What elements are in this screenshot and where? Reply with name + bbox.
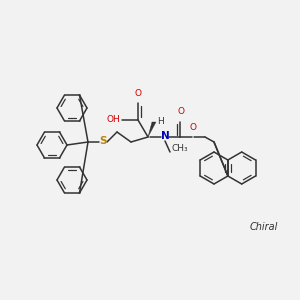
Text: O: O — [190, 123, 196, 132]
Text: CH₃: CH₃ — [172, 144, 189, 153]
Text: S: S — [99, 136, 107, 146]
Text: O: O — [178, 107, 184, 116]
Text: Chiral: Chiral — [250, 222, 278, 232]
Text: O: O — [134, 89, 142, 98]
Text: H: H — [157, 118, 164, 127]
Polygon shape — [148, 122, 156, 137]
Text: N: N — [160, 131, 169, 141]
Text: OH: OH — [106, 115, 120, 124]
